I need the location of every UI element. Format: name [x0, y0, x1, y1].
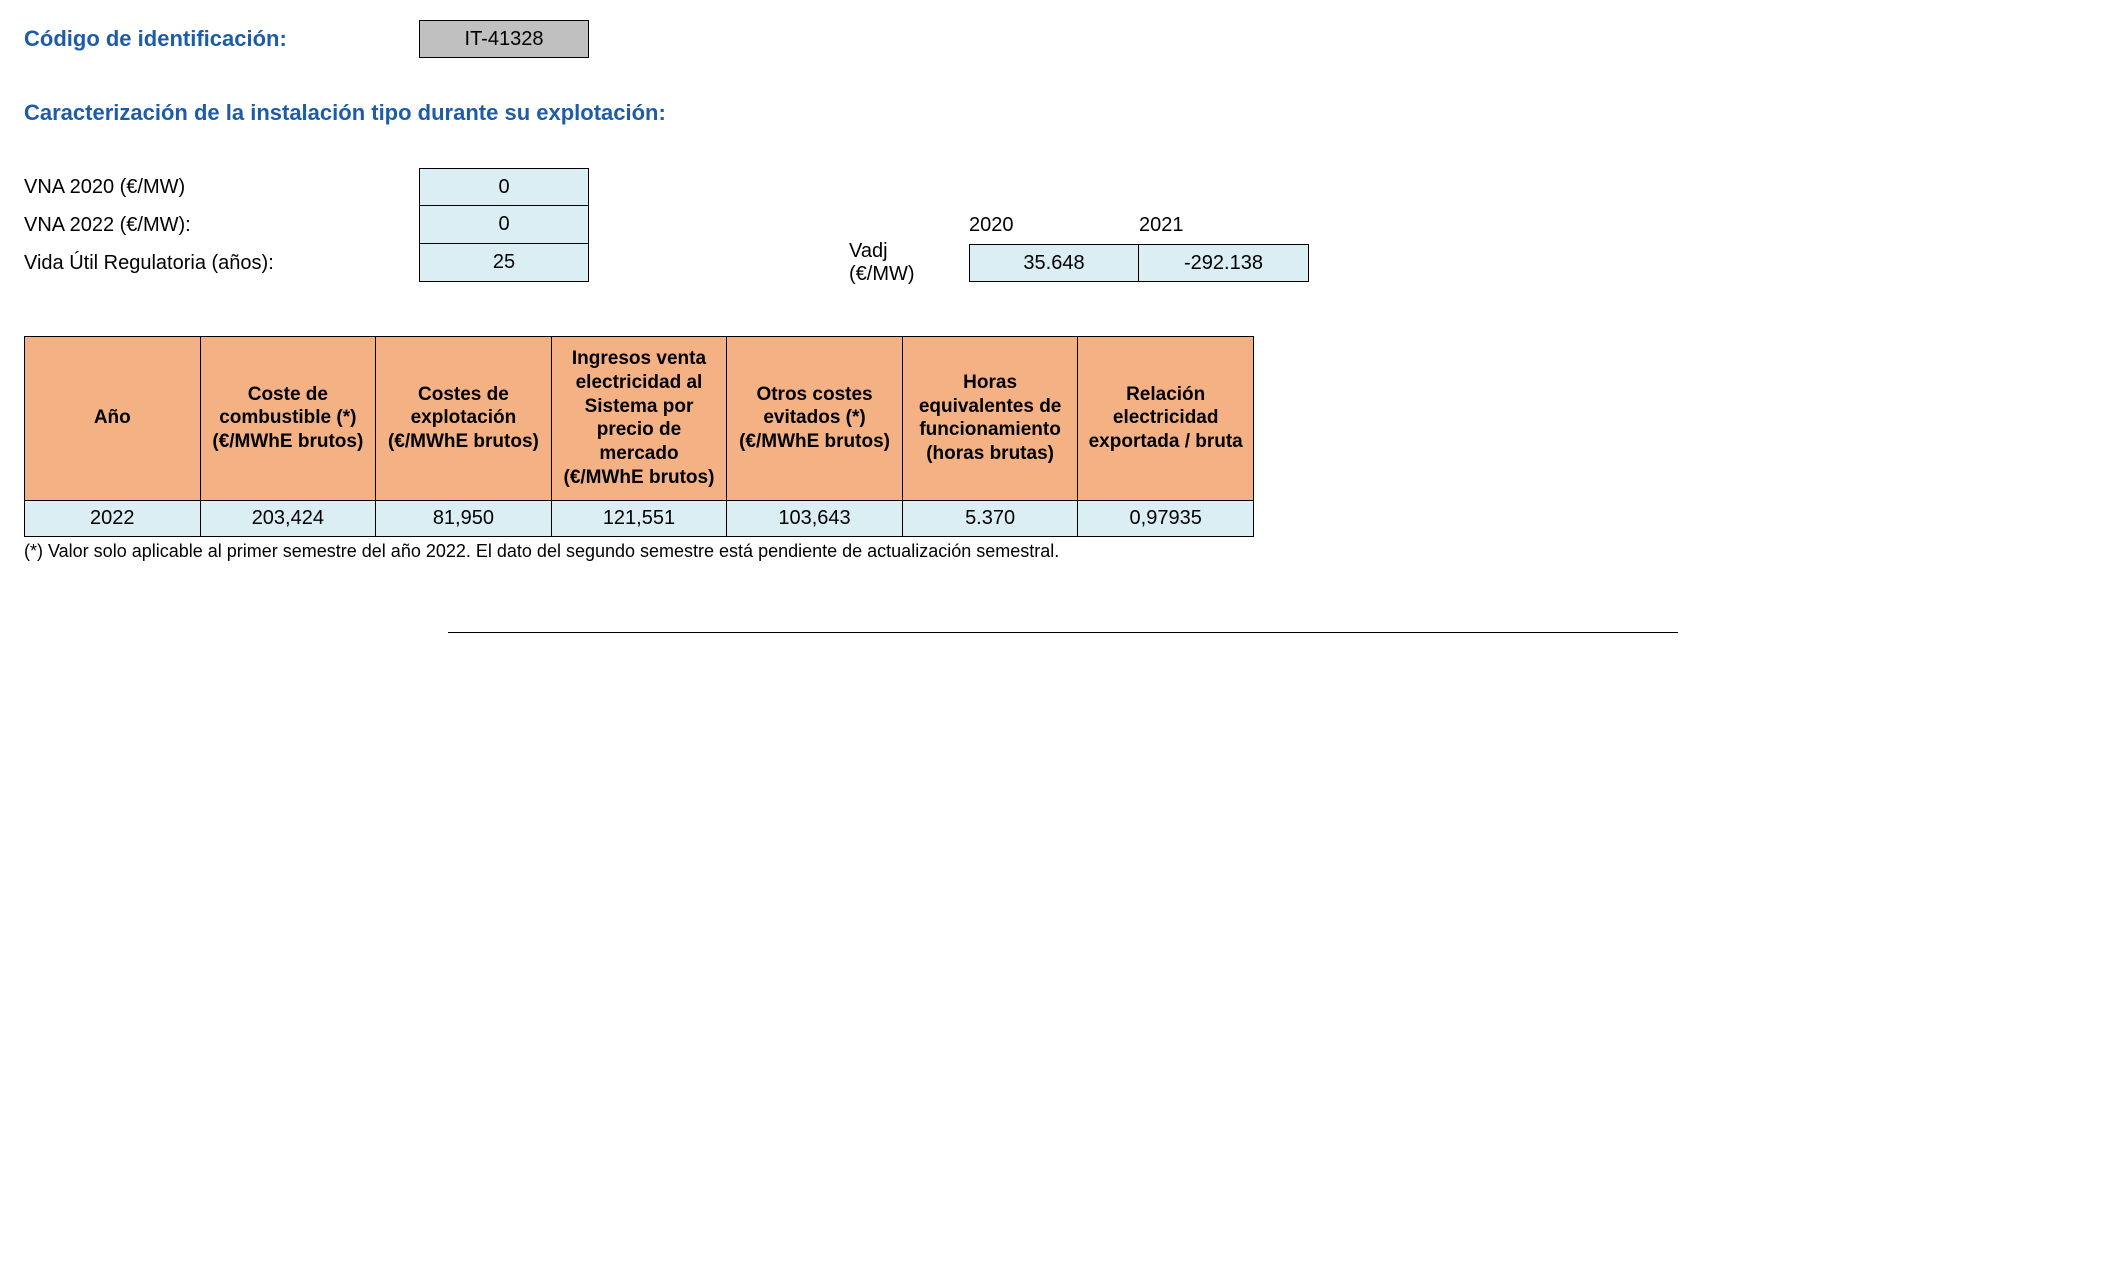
- vna2022-label: VNA 2022 (€/MW):: [24, 206, 419, 244]
- cell-ingresos: 121,551: [551, 500, 727, 536]
- col-otros-costes: Otros costes evitados (*) (€/MWhE brutos…: [727, 337, 903, 501]
- params-grid: VNA 2020 (€/MW) 0 VNA 2022 (€/MW): 0 202…: [24, 168, 2102, 282]
- id-value-box: IT-41328: [419, 20, 589, 58]
- id-row: Código de identificación: IT-41328: [24, 20, 2102, 58]
- vadj-year-0: 2020: [969, 206, 1139, 244]
- table-row: 2022 203,424 81,950 121,551 103,643 5.37…: [25, 500, 1254, 536]
- section-title: Caracterización de la instalación tipo d…: [24, 100, 2102, 126]
- cell-otros-costes: 103,643: [727, 500, 903, 536]
- vna2022-value: 0: [419, 206, 589, 244]
- col-explotacion: Costes de explotación (€/MWhE brutos): [376, 337, 552, 501]
- vida-util-value: 25: [419, 244, 589, 282]
- vna2020-label: VNA 2020 (€/MW): [24, 168, 419, 206]
- cell-ano: 2022: [25, 500, 201, 536]
- table-header-row: Año Coste de combustible (*) (€/MWhE bru…: [25, 337, 1254, 501]
- vadj-value-1: -292.138: [1139, 244, 1309, 282]
- vadj-value-0: 35.648: [969, 244, 1139, 282]
- cell-horas: 5.370: [902, 500, 1078, 536]
- vadj-year-1: 2021: [1139, 206, 1309, 244]
- footnote: (*) Valor solo aplicable al primer semes…: [24, 541, 2102, 562]
- cell-combustible: 203,424: [200, 500, 376, 536]
- col-ingresos: Ingresos venta electricidad al Sistema p…: [551, 337, 727, 501]
- divider: [448, 632, 1678, 633]
- vna2020-value: 0: [419, 168, 589, 206]
- col-horas: Horas equivalentes de funcionamiento (ho…: [902, 337, 1078, 501]
- vida-util-label: Vida Útil Regulatoria (años):: [24, 244, 419, 282]
- col-relacion: Relación electricidad exportada / bruta: [1078, 337, 1254, 501]
- cell-relacion: 0,97935: [1078, 500, 1254, 536]
- col-ano: Año: [25, 337, 201, 501]
- cell-explotacion: 81,950: [376, 500, 552, 536]
- id-label: Código de identificación:: [24, 26, 419, 52]
- col-combustible: Coste de combustible (*) (€/MWhE brutos): [200, 337, 376, 501]
- data-table: Año Coste de combustible (*) (€/MWhE bru…: [24, 336, 1254, 537]
- vadj-label: Vadj (€/MW): [849, 244, 969, 282]
